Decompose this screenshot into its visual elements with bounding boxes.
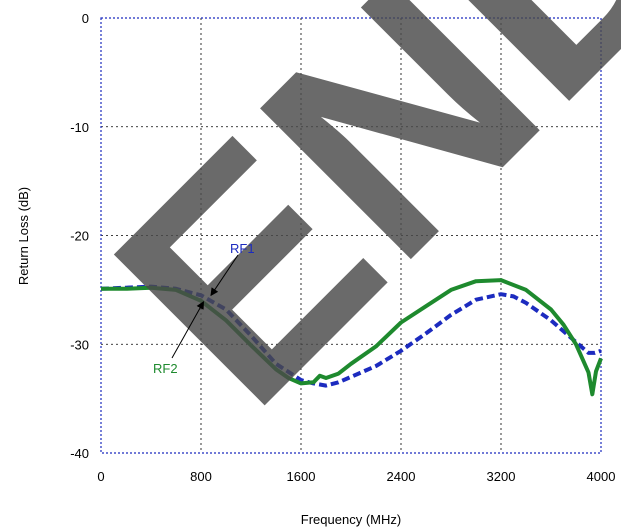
y-tick-label: -40 — [70, 446, 89, 461]
x-tick-label: 3200 — [487, 469, 516, 484]
annotation-arrow-rf1 — [210, 254, 239, 297]
x-tick-label: 800 — [190, 469, 212, 484]
annotation-label-rf1: RF1 — [230, 241, 255, 256]
x-tick-label: 0 — [97, 469, 104, 484]
x-tick-label: 2400 — [387, 469, 416, 484]
x-tick-label: 4000 — [587, 469, 616, 484]
y-tick-label: 0 — [82, 11, 89, 26]
series-line-rf2 — [101, 278, 603, 397]
y-tick-label: -10 — [70, 120, 89, 135]
annotation-label-rf2: RF2 — [153, 361, 178, 376]
watermark: END — [51, 0, 621, 467]
series-line-rf1 — [100, 284, 602, 388]
x-axis-label: Frequency (MHz) — [301, 512, 401, 527]
series-layer — [100, 278, 603, 397]
y-tick-label: -30 — [70, 337, 89, 352]
x-tick-label: 1600 — [287, 469, 316, 484]
watermark-text: END — [51, 0, 621, 467]
y-tick-label: -20 — [70, 229, 89, 244]
y-axis-label: Return Loss (dB) — [16, 187, 31, 285]
plot-frame — [100, 17, 602, 454]
annotations: RF1 RF2 — [153, 241, 255, 376]
x-tick-labels: 0 800 1600 2400 3200 4000 — [97, 469, 615, 484]
y-tick-labels: 0 -10 -20 -30 -40 — [70, 11, 89, 461]
grid-lines — [101, 18, 601, 453]
annotation-arrow-rf2 — [171, 300, 204, 359]
